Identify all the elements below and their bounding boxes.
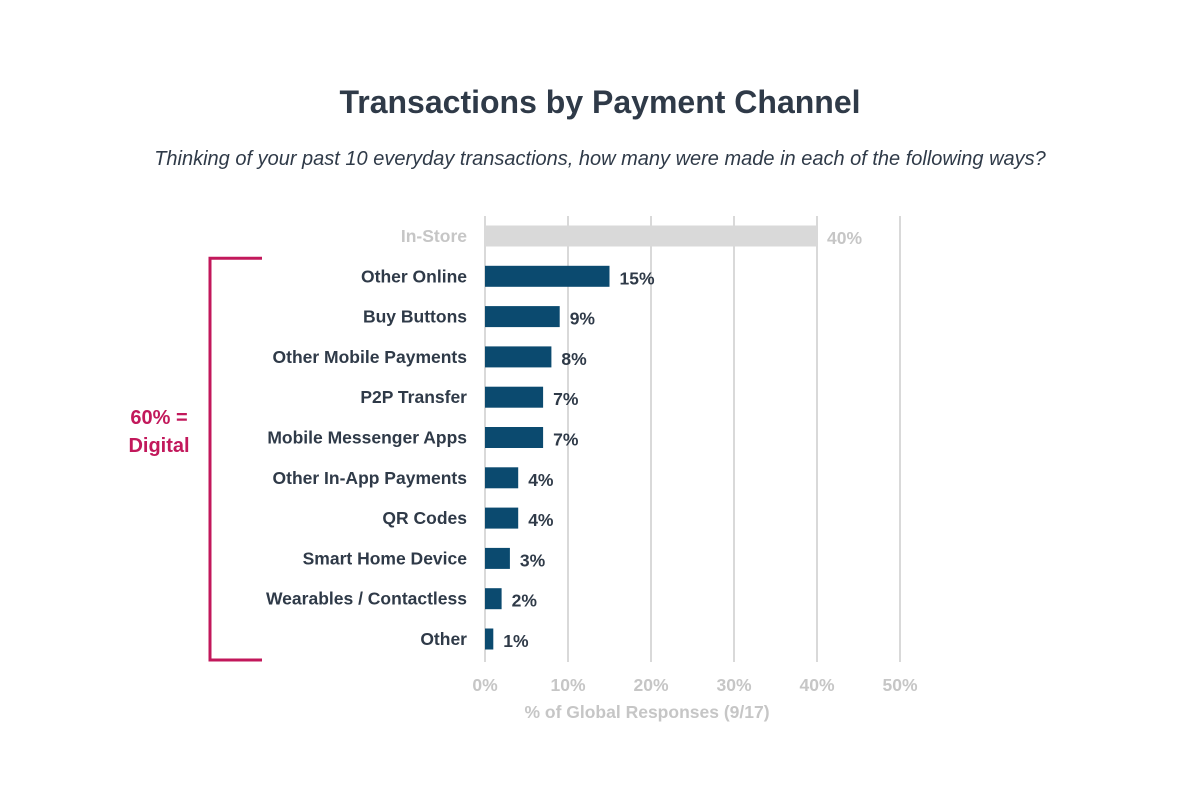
x-tick-label: 50% xyxy=(882,675,917,695)
bar xyxy=(485,467,519,489)
value-label: 1% xyxy=(503,631,529,651)
value-label: 15% xyxy=(620,268,655,288)
category-label: Other xyxy=(420,629,467,649)
bar xyxy=(485,547,510,569)
bar xyxy=(485,628,494,650)
category-label: Other Mobile Payments xyxy=(273,347,468,367)
bars xyxy=(485,225,817,650)
category-label: Buy Buttons xyxy=(363,307,467,327)
bar xyxy=(485,346,552,368)
x-tick-label: 30% xyxy=(716,675,751,695)
bar xyxy=(485,386,544,408)
value-label: 7% xyxy=(553,389,579,409)
bar xyxy=(485,225,817,247)
digital-annotation-line2: Digital xyxy=(128,435,189,457)
bar xyxy=(485,427,544,448)
digital-bracket xyxy=(208,256,262,662)
value-label: 8% xyxy=(561,349,587,369)
category-label: Other In-App Payments xyxy=(273,468,468,488)
value-label: 4% xyxy=(528,470,554,490)
value-labels: 40% 15% 9% 8% 7% 7% 4% 4% 3% 2% 1% xyxy=(503,228,862,651)
value-label: 40% xyxy=(827,228,862,248)
bar xyxy=(485,588,502,610)
x-tick-label: 20% xyxy=(633,675,668,695)
bar xyxy=(485,265,610,287)
category-label: Other Online xyxy=(361,266,467,286)
category-label: P2P Transfer xyxy=(360,387,467,407)
x-tick-label: 10% xyxy=(550,675,585,695)
value-label: 3% xyxy=(520,550,546,570)
category-label: Smart Home Device xyxy=(303,548,468,568)
category-label: QR Codes xyxy=(382,508,467,528)
x-tick-label: 40% xyxy=(799,675,834,695)
digital-annotation-line1: 60% = xyxy=(130,407,187,429)
chart-title: Transactions by Payment Channel xyxy=(339,84,861,120)
tick-labels: 0% 10% 20% 30% 40% 50% xyxy=(472,675,918,695)
value-label: 7% xyxy=(553,430,579,450)
category-label: Wearables / Contactless xyxy=(266,589,467,609)
x-axis-title: % of Global Responses (9/17) xyxy=(524,702,769,722)
bar xyxy=(485,306,560,328)
bar xyxy=(485,507,519,529)
value-label: 2% xyxy=(512,591,538,611)
digital-annotation: 60% = Digital xyxy=(128,256,262,662)
category-label: Mobile Messenger Apps xyxy=(267,428,467,448)
value-label: 4% xyxy=(528,510,554,530)
category-labels: In-Store Other Online Buy Buttons Other Mob… xyxy=(266,226,467,649)
category-label: In-Store xyxy=(401,226,467,246)
chart-subtitle: Thinking of your past 10 everyday transa… xyxy=(154,148,1046,170)
value-label: 9% xyxy=(570,309,596,329)
x-tick-label: 0% xyxy=(472,675,498,695)
